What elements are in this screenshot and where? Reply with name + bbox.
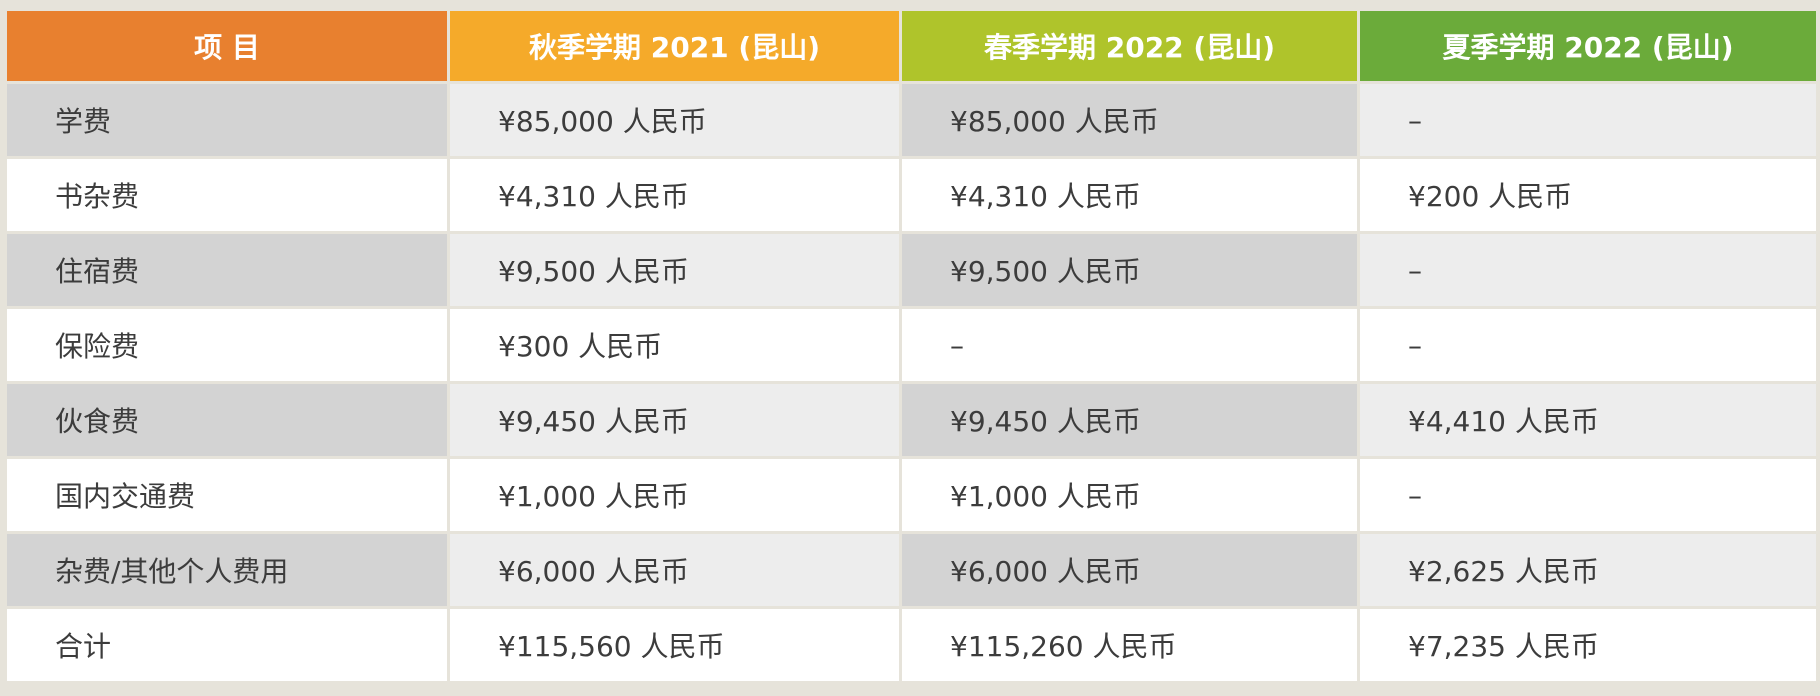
cell-summer-2022: – [1357, 456, 1819, 534]
cell-spring-2022: ¥9,500 人民币 [899, 231, 1360, 309]
cell-item: 学费 [4, 81, 450, 159]
cell-text: – [950, 328, 964, 362]
cell-text: ¥4,410 人民币 [1408, 405, 1599, 438]
cell-text: ¥300 人民币 [498, 330, 663, 363]
table-row: 合计 ¥115,560 人民币 ¥115,260 人民币 ¥7,235 人民币 [4, 606, 1819, 684]
cell-text: ¥9,500 人民币 [498, 255, 689, 288]
cell-text: ¥115,260 人民币 [950, 630, 1177, 663]
header-item: 项 目 [4, 8, 450, 84]
cell-text: 保险费 [55, 330, 140, 363]
cell-text: ¥4,310 人民币 [498, 180, 689, 213]
cell-text: 伙食费 [55, 405, 140, 438]
header-spring-2022: 春季学期 2022 (昆山) [899, 8, 1360, 84]
header-fall-2021: 秋季学期 2021 (昆山) [447, 8, 902, 84]
cell-summer-2022: – [1357, 306, 1819, 384]
cell-text: 学费 [55, 105, 112, 138]
cell-text: – [1408, 478, 1422, 512]
table-row: 伙食费 ¥9,450 人民币 ¥9,450 人民币 ¥4,410 人民币 [4, 381, 1819, 459]
cell-text: ¥1,000 人民币 [498, 480, 689, 513]
cell-text: ¥6,000 人民币 [950, 555, 1141, 588]
cell-item: 杂费/其他个人费用 [4, 531, 450, 609]
cell-fall-2021: ¥115,560 人民币 [447, 606, 902, 684]
cell-text: 合计 [55, 630, 112, 663]
cell-text: ¥9,450 人民币 [950, 405, 1141, 438]
cell-spring-2022: ¥115,260 人民币 [899, 606, 1360, 684]
table-row: 学费 ¥85,000 人民币 ¥85,000 人民币 – [4, 81, 1819, 159]
cell-text: ¥4,310 人民币 [950, 180, 1141, 213]
cell-spring-2022: ¥4,310 人民币 [899, 156, 1360, 234]
cell-text: 住宿费 [55, 255, 140, 288]
cell-summer-2022: – [1357, 231, 1819, 309]
cell-spring-2022: – [899, 306, 1360, 384]
table-row: 国内交通费 ¥1,000 人民币 ¥1,000 人民币 – [4, 456, 1819, 534]
cell-fall-2021: ¥6,000 人民币 [447, 531, 902, 609]
cell-summer-2022: ¥4,410 人民币 [1357, 381, 1819, 459]
cell-fall-2021: ¥9,450 人民币 [447, 381, 902, 459]
cell-fall-2021: ¥1,000 人民币 [447, 456, 902, 534]
cell-text: 书杂费 [55, 180, 140, 213]
cell-text: ¥200 人民币 [1408, 180, 1573, 213]
cell-summer-2022: ¥7,235 人民币 [1357, 606, 1819, 684]
cell-text: ¥85,000 人民币 [498, 105, 707, 138]
cell-fall-2021: ¥9,500 人民币 [447, 231, 902, 309]
cell-text: – [1408, 103, 1422, 137]
table-row: 保险费 ¥300 人民币 – – [4, 306, 1819, 384]
table-row: 杂费/其他个人费用 ¥6,000 人民币 ¥6,000 人民币 ¥2,625 人民币 [4, 531, 1819, 609]
cell-text: ¥1,000 人民币 [950, 480, 1141, 513]
cell-item: 伙食费 [4, 381, 450, 459]
cell-item: 保险费 [4, 306, 450, 384]
cell-item: 书杂费 [4, 156, 450, 234]
cell-fall-2021: ¥4,310 人民币 [447, 156, 902, 234]
cell-spring-2022: ¥6,000 人民币 [899, 531, 1360, 609]
header-summer-2022: 夏季学期 2022 (昆山) [1357, 8, 1819, 84]
cell-item: 合计 [4, 606, 450, 684]
cell-text: ¥85,000 人民币 [950, 105, 1159, 138]
cell-text: ¥9,500 人民币 [950, 255, 1141, 288]
cell-summer-2022: ¥200 人民币 [1357, 156, 1819, 234]
cell-text: ¥9,450 人民币 [498, 405, 689, 438]
cell-item: 住宿费 [4, 231, 450, 309]
cell-fall-2021: ¥85,000 人民币 [447, 81, 902, 159]
cell-summer-2022: ¥2,625 人民币 [1357, 531, 1819, 609]
fee-table: 项 目 秋季学期 2021 (昆山) 春季学期 2022 (昆山) 夏季学期 2… [4, 8, 1819, 684]
cell-text: 杂费/其他个人费用 [55, 555, 289, 588]
cell-text: ¥2,625 人民币 [1408, 555, 1599, 588]
cell-text: ¥115,560 人民币 [498, 630, 725, 663]
cell-text: 国内交通费 [55, 480, 196, 513]
cell-text: – [1408, 328, 1422, 362]
cell-summer-2022: – [1357, 81, 1819, 159]
table-row: 书杂费 ¥4,310 人民币 ¥4,310 人民币 ¥200 人民币 [4, 156, 1819, 234]
cell-spring-2022: ¥85,000 人民币 [899, 81, 1360, 159]
cell-text: ¥6,000 人民币 [498, 555, 689, 588]
cell-text: – [1408, 253, 1422, 287]
cell-spring-2022: ¥9,450 人民币 [899, 381, 1360, 459]
cell-text: ¥7,235 人民币 [1408, 630, 1599, 663]
cell-item: 国内交通费 [4, 456, 450, 534]
cell-fall-2021: ¥300 人民币 [447, 306, 902, 384]
cell-spring-2022: ¥1,000 人民币 [899, 456, 1360, 534]
table-header-row: 项 目 秋季学期 2021 (昆山) 春季学期 2022 (昆山) 夏季学期 2… [4, 8, 1819, 84]
table-row: 住宿费 ¥9,500 人民币 ¥9,500 人民币 – [4, 231, 1819, 309]
